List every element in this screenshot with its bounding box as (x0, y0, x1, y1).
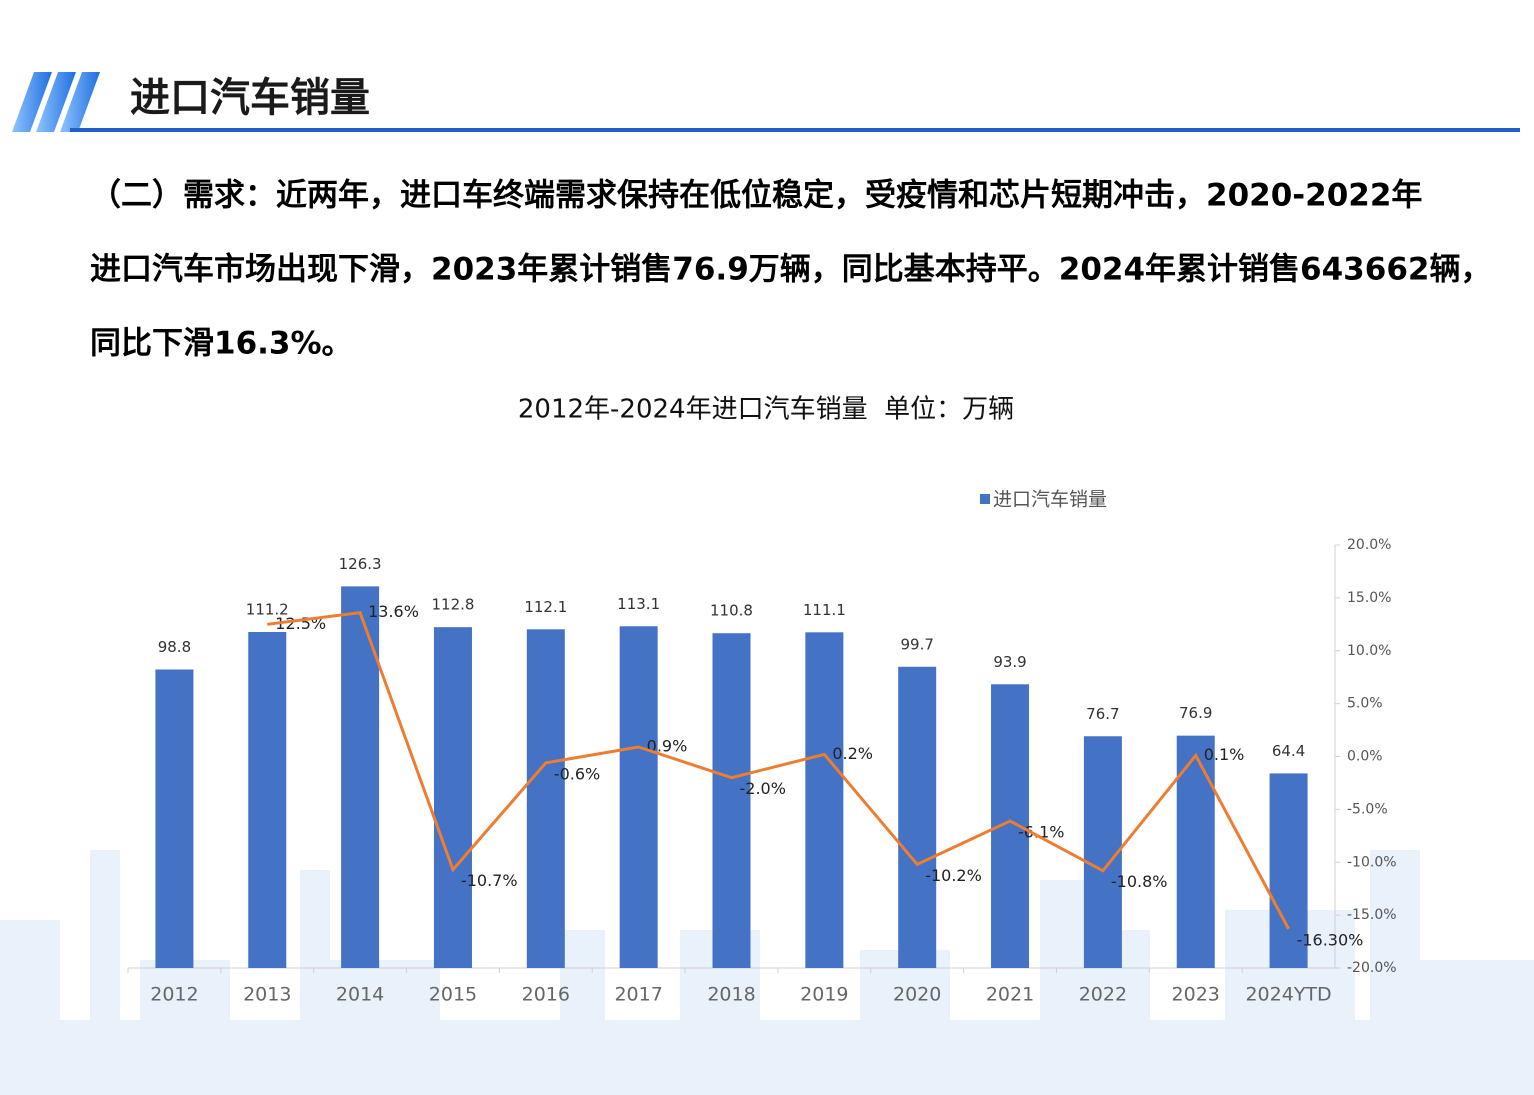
bar-value-label: 112.1 (524, 598, 567, 616)
y2-tick-label: 15.0% (1347, 590, 1391, 606)
x-tick-label: 2020 (893, 984, 941, 1006)
legend-swatch (980, 494, 990, 504)
line-value-label: -10.7% (461, 871, 518, 890)
bar (1083, 736, 1122, 968)
page-title: 进口汽车销量 (130, 75, 370, 121)
line-value-label: -10.8% (1111, 872, 1168, 891)
bar-value-label: 64.4 (1272, 742, 1305, 760)
growth-line (267, 611, 1290, 930)
body-text: 同比下滑16.3%。 (90, 326, 353, 362)
header-stripes (12, 72, 100, 132)
y2-tick-label: 0.0% (1347, 749, 1383, 765)
bar (433, 627, 472, 968)
x-tick-label: 2012 (150, 984, 198, 1006)
y2-tick-label: 10.0% (1347, 643, 1391, 659)
line-value-label: -0.6% (554, 764, 600, 783)
x-tick-label: 2019 (800, 984, 848, 1006)
x-tick-label: 2016 (522, 984, 570, 1006)
bar (1176, 735, 1215, 968)
x-tick-label: 2017 (614, 984, 662, 1006)
bar (341, 586, 380, 968)
bar (1269, 773, 1308, 968)
bar-value-label: 76.9 (1179, 704, 1212, 722)
x-tick-label: 2024YTD (1245, 984, 1331, 1006)
x-tick-label: 2014 (336, 984, 384, 1006)
y2-tick-label: 20.0% (1347, 537, 1391, 553)
x-tick-label: 2022 (1079, 984, 1127, 1006)
y2-tick-label: -15.0% (1347, 907, 1397, 923)
line-value-label: -16.30% (1297, 930, 1364, 949)
y2-tick-label: -20.0% (1347, 960, 1397, 976)
bar (712, 633, 751, 968)
body-text: （二）需求：近两年，进口车终端需求保持在低位稳定，受疫情和芯片短期冲击，2020… (90, 178, 1422, 214)
x-tick-label: 2013 (243, 984, 291, 1006)
bar (526, 629, 565, 968)
bar-value-label: 76.7 (1086, 705, 1119, 723)
bar-value-label: 111.1 (803, 601, 846, 619)
line-value-label: 0.2% (832, 744, 873, 763)
y2-tick-label: -10.0% (1347, 854, 1397, 870)
bar (155, 669, 194, 968)
bar (898, 666, 937, 968)
x-tick-label: 2021 (986, 984, 1034, 1006)
bar-value-label: 93.9 (993, 653, 1026, 671)
y2-tick-label: -5.0% (1347, 801, 1388, 817)
x-tick-label: 2018 (707, 984, 755, 1006)
x-tick-label: 2023 (1172, 984, 1220, 1006)
legend-label: 进口汽车销量 (993, 489, 1107, 511)
line-value-label: 0.9% (647, 736, 688, 755)
line-value-label: -10.2% (925, 866, 982, 885)
line-value-label: 0.1% (1204, 745, 1245, 764)
bar-value-label: 126.3 (339, 555, 382, 573)
chart-title: 2012年-2024年进口汽车销量 单位：万辆 (518, 395, 1014, 425)
header-underline (70, 128, 1520, 132)
bar (619, 626, 658, 968)
line-value-label: -6.1% (1018, 823, 1064, 842)
bar-value-label: 113.1 (617, 595, 660, 613)
x-tick-label: 2015 (429, 984, 477, 1006)
background-skyline (0, 850, 1534, 1095)
line-value-label: -2.0% (740, 779, 786, 798)
bar (805, 632, 844, 968)
bar (248, 632, 287, 968)
y2-tick-label: 5.0% (1347, 696, 1383, 712)
line-value-label: 13.6% (368, 602, 419, 621)
bar-value-label: 98.8 (158, 638, 191, 656)
bar-value-label: 99.7 (900, 635, 933, 653)
body-text: 进口汽车市场出现下滑，2023年累计销售76.9万辆，同比基本持平。2024年累… (90, 252, 1491, 288)
bar-value-label: 112.8 (431, 596, 474, 614)
bar-value-label: 111.2 (246, 601, 289, 619)
bar-value-label: 110.8 (710, 602, 753, 620)
